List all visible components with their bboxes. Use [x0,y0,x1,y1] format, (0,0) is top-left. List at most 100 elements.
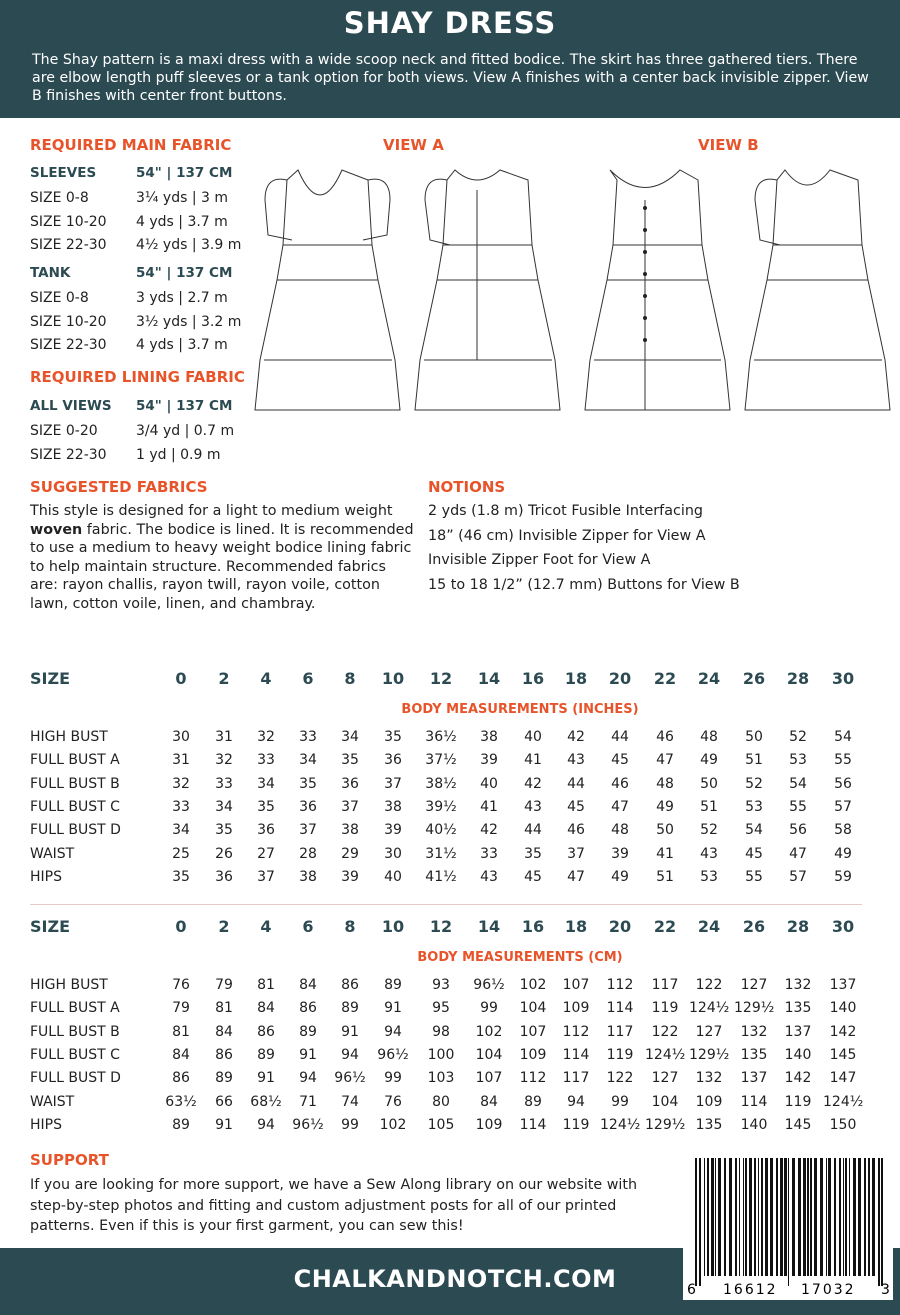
barcode-bar [868,1158,870,1276]
yardage: 4½ yds | 3.9 m [136,237,242,253]
cell: 135 [740,1046,768,1063]
barcode-digits: 17032 [801,1282,856,1298]
cell: 94 [299,1070,317,1087]
text-bold: woven [30,521,83,538]
barcode-digits: 3 [881,1282,892,1298]
barcode-bar [739,1158,740,1276]
barcode-bar [780,1158,783,1276]
size-label: SIZE 22-30 [30,337,107,353]
cell: 38 [480,729,498,745]
cell: 33 [299,729,317,745]
description: The Shay pattern is a maxi dress with a … [32,52,869,104]
cell: 34 [215,798,233,815]
cell: 45 [567,798,585,815]
cell: 46 [567,822,585,839]
cell: 86 [257,1023,275,1040]
cell: 94 [257,1116,275,1133]
cell: 119 [784,1093,812,1110]
dress-illustrations [254,169,891,411]
cell: 74 [341,1093,359,1110]
cell: 43 [700,845,718,862]
cell: 112 [606,977,634,993]
support-text: If you are looking for more support, we … [30,1177,638,1234]
cell: 96½ [377,1046,409,1063]
size-label: SIZE 10-20 [30,213,107,230]
cell: 103 [427,1070,455,1087]
cell: 56 [789,822,807,839]
cell: 57 [789,868,807,885]
size-col: 24 [697,669,721,688]
notion-item: 18” (46 cm) Invisible Zipper for View A [428,527,706,544]
cell: 59 [834,868,852,885]
cell: 42 [524,775,542,792]
row-label: FULL BUST C [30,798,120,815]
size-col: 12 [429,669,453,688]
barcode-bar [881,1158,883,1286]
cell: 33 [172,798,190,815]
cell: 150 [829,1116,857,1133]
cell: 49 [700,752,718,769]
cell: 44 [567,775,585,792]
size-label: SIZE 0-8 [30,290,89,306]
cell: 132 [695,1070,723,1087]
cell: 137 [784,1023,812,1040]
cell: 31½ [425,845,457,862]
heading: NOTIONS [428,478,506,496]
size-col: 26 [742,669,766,688]
cell: 105 [427,1116,455,1133]
cell: 109 [562,1000,590,1017]
cell: 40 [384,868,402,885]
cell: 137 [829,977,857,993]
cell: 49 [656,798,674,815]
cell: 124½ [823,1093,864,1110]
header-band [0,0,900,118]
cell: 119 [651,1000,679,1017]
cell: 53 [700,868,718,885]
cell: 40 [524,729,542,745]
cell: 35 [524,845,542,862]
cell: 35 [172,868,190,885]
barcode-bar [849,1158,850,1276]
cell: 36 [215,868,233,885]
barcode-bar [770,1158,773,1276]
barcode-bar [704,1158,705,1276]
cell: 86 [299,1000,317,1017]
cell: 140 [784,1046,812,1063]
cell: 84 [215,1023,233,1040]
cell: 32 [215,752,233,769]
group-width: 54" | 137 CM [136,165,233,181]
cell: 135 [695,1116,723,1133]
cell: 55 [745,868,763,885]
cell: 36½ [425,729,457,745]
cell: 89 [172,1116,190,1133]
barcode-bar [758,1158,759,1276]
barcode-bar [858,1158,861,1276]
cell: 81 [172,1023,190,1040]
row-label: FULL BUST C [30,1046,120,1063]
cell: 104 [651,1093,679,1110]
barcode-bar [807,1158,809,1276]
cell: 137 [740,1070,768,1087]
barcode-bar [834,1158,836,1276]
yardage: 1 yd | 0.9 m [136,446,221,463]
cell: 114 [606,1000,634,1017]
barcode-bar [843,1158,844,1276]
barcode-bar [853,1158,856,1276]
size-label: SIZE 22-30 [30,237,107,253]
size-col: 8 [344,917,356,936]
cell: 124½ [689,1000,730,1017]
cell: 39 [480,752,498,769]
cell: 37 [257,868,275,885]
barcode-bar [864,1158,866,1276]
row-label: FULL BUST D [30,822,121,839]
cell: 52 [700,822,718,839]
view-label: VIEW B [698,136,759,154]
size-col: 6 [302,669,314,688]
group-label: TANK [30,265,71,281]
cell: 132 [740,1023,768,1040]
cell: 109 [695,1093,723,1110]
cell: 79 [172,1000,190,1017]
barcode-bar [810,1158,812,1276]
cell: 135 [784,1000,812,1017]
cell: 31 [172,752,190,769]
